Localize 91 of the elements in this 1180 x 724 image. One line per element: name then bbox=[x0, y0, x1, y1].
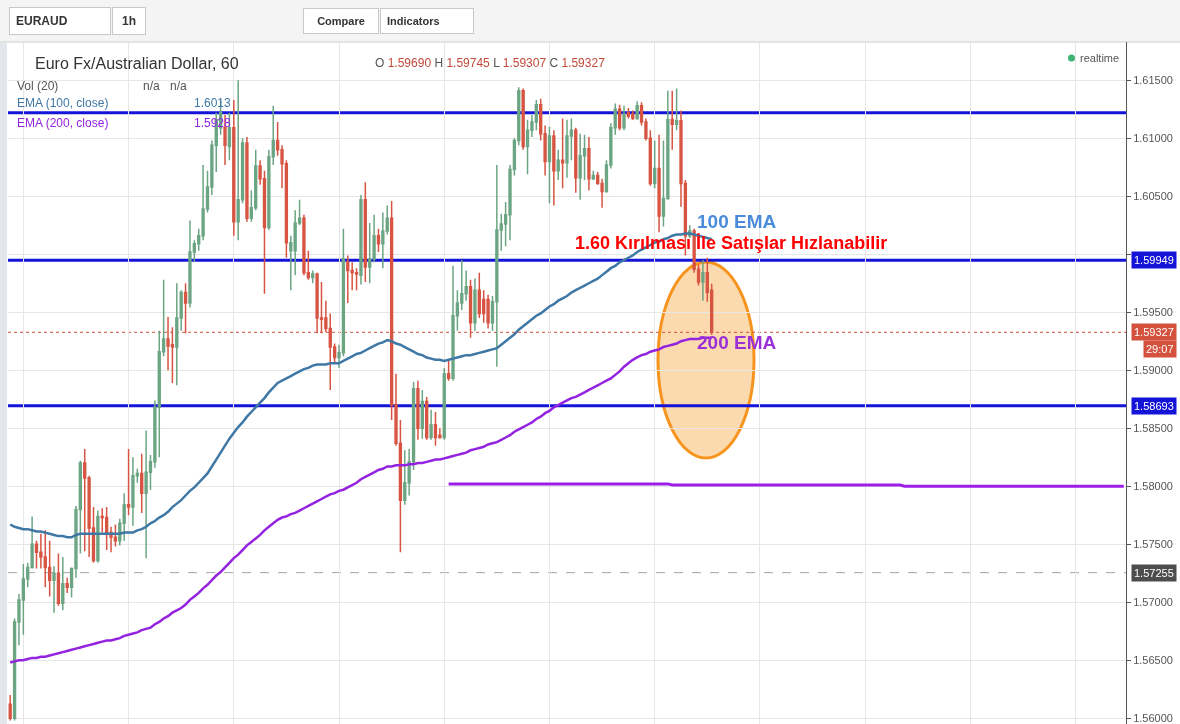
text: Compare bbox=[317, 15, 365, 27]
candlestick bbox=[574, 127, 578, 194]
candlestick bbox=[236, 79, 240, 242]
candlestick bbox=[65, 577, 69, 594]
candlestick bbox=[359, 194, 363, 286]
text: EMA (100, close) bbox=[17, 96, 109, 110]
annotation: Vol (20) bbox=[17, 79, 59, 93]
text: 29:07 bbox=[1146, 343, 1174, 355]
candlestick bbox=[311, 269, 315, 284]
candlestick bbox=[188, 219, 192, 309]
ref-line-label: 1.59949 bbox=[1134, 254, 1174, 266]
candlestick bbox=[118, 517, 122, 547]
annotation: 100 EMA bbox=[697, 211, 777, 232]
candlestick bbox=[451, 265, 455, 382]
candlestick bbox=[477, 272, 481, 319]
candlestick bbox=[122, 492, 126, 542]
candlestick bbox=[701, 259, 705, 302]
y-tick-label: 1.57000 bbox=[1133, 596, 1173, 609]
candlestick bbox=[521, 87, 525, 151]
candlestick bbox=[179, 289, 183, 332]
y-tick-label: 1.57500 bbox=[1133, 538, 1173, 551]
candlestick bbox=[113, 523, 118, 548]
y-tick-label: 1.58500 bbox=[1133, 422, 1173, 435]
candlestick bbox=[346, 254, 350, 304]
candlestick bbox=[175, 282, 179, 387]
candlestick bbox=[144, 429, 148, 559]
candlestick bbox=[126, 448, 131, 516]
candlestick bbox=[376, 227, 381, 253]
text: O 1.59690 H 1.59745 L 1.59307 C 1.59327 bbox=[375, 56, 606, 70]
candlestick bbox=[61, 556, 65, 612]
ref-line-label: 1.57255 bbox=[1134, 567, 1174, 579]
candlestick bbox=[433, 411, 438, 447]
candlestick bbox=[565, 118, 569, 179]
annotation: n/a bbox=[143, 79, 161, 93]
candlestick bbox=[8, 694, 12, 722]
candlestick bbox=[591, 169, 595, 180]
y-tick-label: 1.59500 bbox=[1133, 306, 1173, 319]
candlestick bbox=[657, 134, 661, 233]
candlestick bbox=[140, 453, 144, 514]
candlestick bbox=[403, 449, 407, 506]
candlestick bbox=[560, 117, 565, 189]
candlestick bbox=[289, 234, 293, 291]
candlestick bbox=[473, 277, 477, 332]
y-tick-label: 1.60500 bbox=[1133, 190, 1173, 203]
candlestick bbox=[104, 506, 109, 551]
candlestick bbox=[626, 107, 631, 120]
candlestick bbox=[363, 181, 367, 283]
candlestick bbox=[670, 89, 674, 151]
candlestick bbox=[587, 136, 591, 192]
candlestick bbox=[96, 509, 100, 564]
candlestick bbox=[547, 125, 552, 204]
annotation: n/a bbox=[170, 79, 188, 93]
candlestick bbox=[416, 379, 420, 441]
y-tick-label: 1.56000 bbox=[1133, 712, 1173, 724]
candlestick bbox=[245, 136, 249, 223]
candlestick bbox=[302, 214, 306, 276]
candlestick bbox=[622, 105, 626, 131]
candlestick bbox=[495, 164, 499, 368]
text: Indicators bbox=[387, 15, 440, 27]
text: Euro Fx/Australian Dollar, 60 bbox=[35, 54, 239, 72]
ref-line-label: 1.59327 bbox=[1134, 326, 1174, 338]
candlestick bbox=[232, 99, 236, 237]
candlestick bbox=[52, 565, 56, 614]
candlestick bbox=[525, 118, 530, 175]
text: EMA (200, close) bbox=[17, 116, 109, 130]
annotation: realtime bbox=[1080, 52, 1120, 64]
candlestick bbox=[552, 129, 556, 207]
candlestick bbox=[350, 261, 354, 291]
ref-line-label: 1.58693 bbox=[1134, 400, 1174, 412]
candlestick bbox=[442, 367, 446, 441]
text: 1h bbox=[121, 14, 137, 28]
candlestick bbox=[631, 109, 635, 121]
y-tick-label: 1.61000 bbox=[1133, 132, 1173, 145]
candlestick bbox=[420, 389, 424, 440]
y-tick-label: 1.59000 bbox=[1133, 364, 1173, 377]
candlestick bbox=[446, 359, 451, 382]
candlestick bbox=[635, 100, 639, 121]
candlestick bbox=[556, 149, 560, 181]
candlestick bbox=[674, 87, 679, 131]
candlestick bbox=[653, 139, 657, 189]
candlestick bbox=[578, 132, 582, 201]
candlestick bbox=[425, 396, 429, 441]
candlestick bbox=[617, 103, 622, 131]
candlestick bbox=[56, 552, 61, 607]
y-tick-label: 1.56500 bbox=[1133, 654, 1173, 667]
y-tick-label: 1.58000 bbox=[1133, 480, 1173, 493]
text: EURAUD bbox=[16, 14, 68, 28]
candlestick bbox=[429, 408, 433, 441]
y-tick-label: 1.61500 bbox=[1133, 74, 1173, 87]
candlestick bbox=[131, 456, 135, 527]
candlestick bbox=[486, 294, 490, 330]
